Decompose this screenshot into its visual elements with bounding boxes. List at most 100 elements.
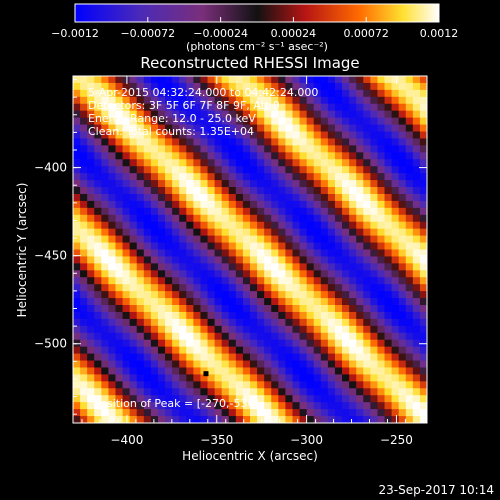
heatmap-cell xyxy=(285,117,294,126)
heatmap-cell xyxy=(278,103,286,112)
heatmap-cell xyxy=(419,89,427,98)
heatmap-cell xyxy=(228,284,237,292)
heatmap-cell xyxy=(250,311,258,320)
heatmap-cell xyxy=(94,82,102,91)
heatmap-cell xyxy=(235,180,244,188)
heatmap-cell xyxy=(278,138,286,146)
heatmap-cell xyxy=(101,367,109,376)
heatmap-cell xyxy=(73,291,81,299)
heatmap-cell xyxy=(384,82,393,91)
heatmap-cell xyxy=(292,395,301,403)
heatmap-cell xyxy=(292,346,301,355)
heatmap-cell xyxy=(320,256,329,264)
heatmap-cell xyxy=(377,402,386,410)
heatmap-cell xyxy=(405,103,414,112)
heatmap-cell xyxy=(363,228,371,237)
heatmap-cell xyxy=(257,388,265,396)
heatmap-cell xyxy=(186,263,194,271)
heatmap-cell xyxy=(207,117,216,126)
heatmap-cell xyxy=(200,235,209,244)
heatmap-cell xyxy=(257,117,265,126)
heatmap-cell xyxy=(73,360,81,369)
heatmap-cell xyxy=(165,214,173,223)
heatmap-cell xyxy=(271,256,279,264)
heatmap-cell xyxy=(264,214,272,223)
heatmap-cell xyxy=(356,332,364,341)
heatmap-cell xyxy=(285,353,294,362)
heatmap-cell xyxy=(306,284,315,292)
heatmap-cell xyxy=(306,346,315,355)
heatmap-cell xyxy=(349,409,357,417)
heatmap-cell xyxy=(377,200,386,209)
heatmap-cell xyxy=(150,346,159,355)
heatmap-cell xyxy=(228,117,237,126)
heatmap-cell xyxy=(157,402,166,410)
heatmap-cell xyxy=(384,117,393,126)
heatmap-cell xyxy=(264,381,272,389)
heatmap-cell xyxy=(228,82,237,91)
heatmap-cell xyxy=(342,367,350,376)
heatmap-cell xyxy=(292,284,301,292)
heatmap-cell xyxy=(349,76,357,84)
heatmap-cell xyxy=(257,173,265,181)
heatmap-cell xyxy=(143,214,152,223)
heatmap-cell xyxy=(398,242,407,251)
heatmap-cell xyxy=(334,96,343,105)
heatmap-cell xyxy=(257,277,265,285)
heatmap-cell xyxy=(115,388,124,396)
heatmap-cell xyxy=(257,270,265,278)
heatmap-cell xyxy=(264,360,272,369)
heatmap-cell xyxy=(165,298,173,306)
heatmap-cell xyxy=(172,402,180,410)
heatmap-cell xyxy=(285,270,294,278)
heatmap-cell xyxy=(186,187,194,195)
heatmap-cell xyxy=(228,305,237,313)
heatmap-cell xyxy=(292,187,301,195)
heatmap-cell xyxy=(235,305,244,313)
heatmap-cell xyxy=(200,242,209,251)
heatmap-cell xyxy=(235,263,244,271)
heatmap-cell xyxy=(186,339,194,348)
heatmap-cell xyxy=(157,124,166,133)
heatmap-cell xyxy=(94,270,102,278)
heatmap-cell xyxy=(257,263,265,271)
heatmap-cell xyxy=(306,110,315,119)
heatmap-cell xyxy=(235,388,244,396)
heatmap-cell xyxy=(250,277,258,285)
heatmap-cell xyxy=(419,249,427,258)
heatmap-cell xyxy=(122,402,131,410)
heatmap-cell xyxy=(384,353,393,362)
heatmap-cell xyxy=(150,325,159,334)
heatmap-cell xyxy=(129,228,138,237)
heatmap-cell xyxy=(179,187,187,195)
heatmap-cell xyxy=(264,409,272,417)
heatmap-cell xyxy=(412,152,421,160)
heatmap-cell xyxy=(214,180,223,188)
heatmap-cell xyxy=(299,166,308,174)
heatmap-cell xyxy=(108,346,117,355)
heatmap-cell xyxy=(101,152,109,160)
heatmap-cell xyxy=(214,76,223,84)
heatmap-cell xyxy=(327,332,336,341)
heatmap-cell xyxy=(405,207,414,216)
heatmap-cell xyxy=(299,318,308,327)
heatmap-cell xyxy=(179,138,187,146)
heatmap-cell xyxy=(193,180,202,188)
heatmap-cell xyxy=(334,381,343,389)
heatmap-cell xyxy=(306,152,315,160)
heatmap-cell xyxy=(412,173,421,181)
heatmap-cell xyxy=(101,346,109,355)
heatmap-cell xyxy=(207,110,216,119)
heatmap-cell xyxy=(278,242,286,251)
heatmap-cell xyxy=(143,76,152,84)
heatmap-cell xyxy=(193,298,202,306)
heatmap-cell xyxy=(186,103,194,112)
heatmap-cell xyxy=(80,395,88,403)
heatmap-cell xyxy=(207,193,216,202)
heatmap-cell xyxy=(94,416,102,423)
heatmap-cell xyxy=(172,82,180,91)
heatmap-cell xyxy=(172,131,180,140)
heatmap-cell xyxy=(299,277,308,285)
heatmap-cell xyxy=(235,117,244,126)
